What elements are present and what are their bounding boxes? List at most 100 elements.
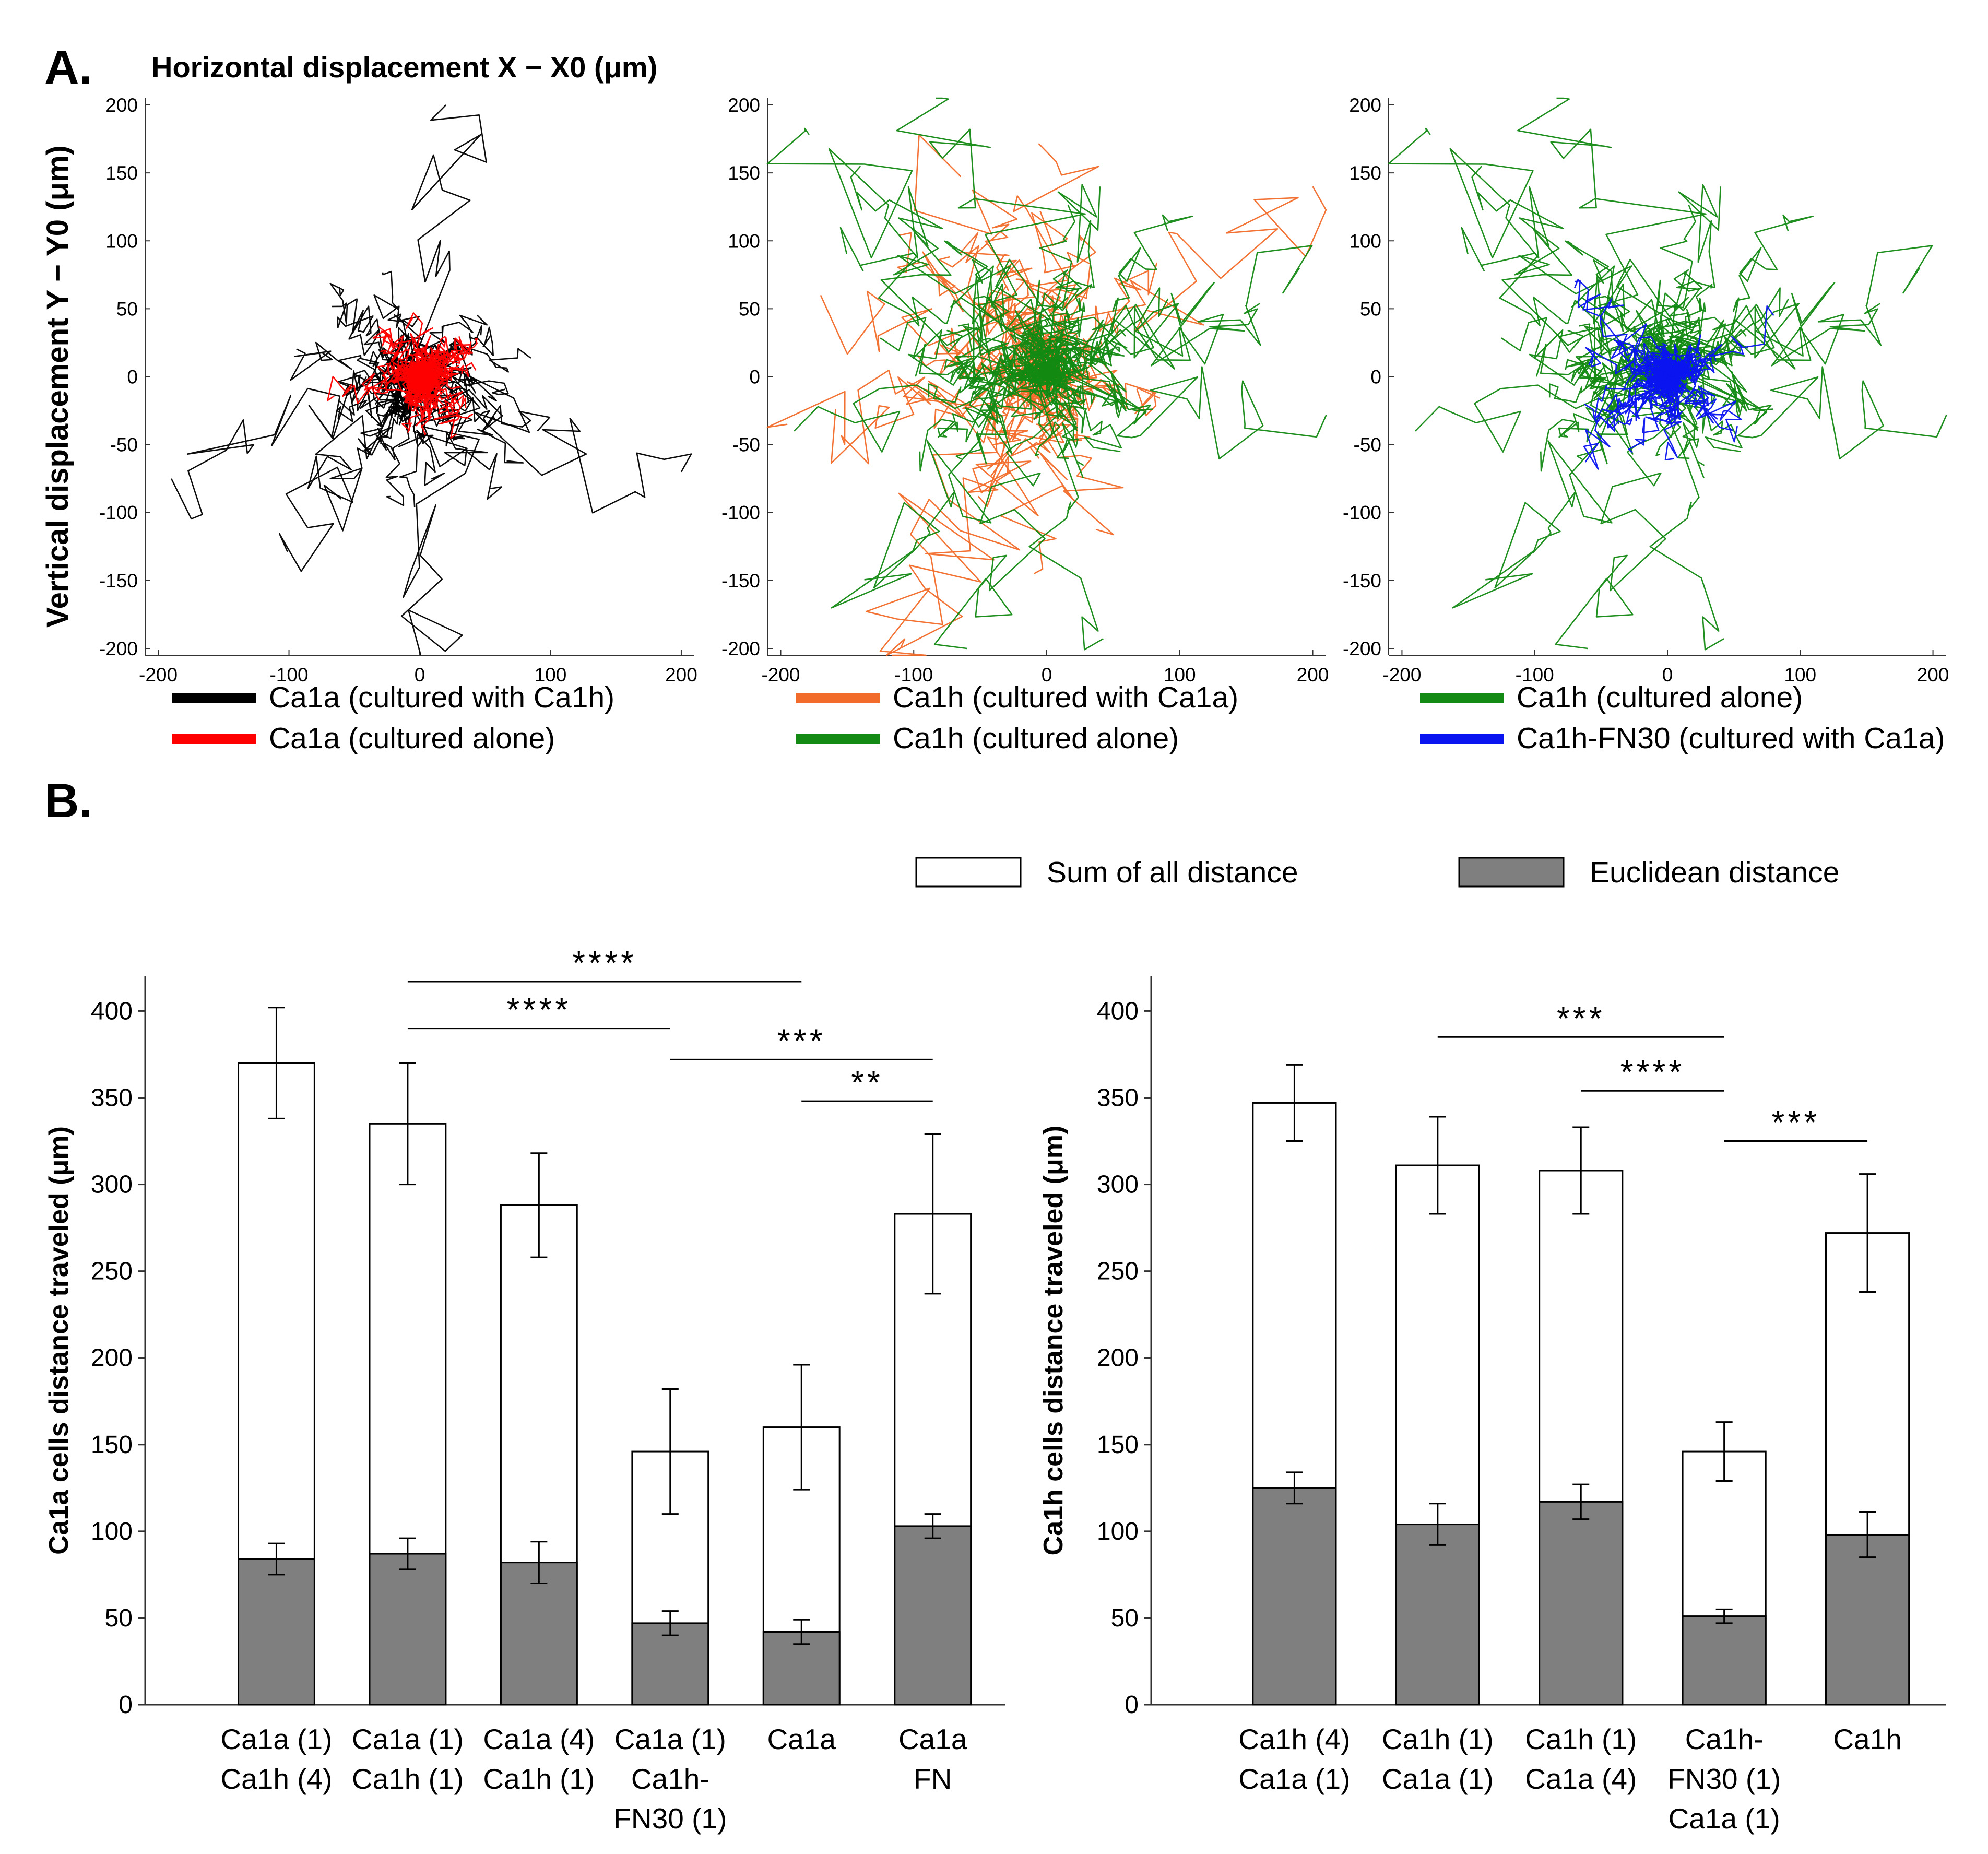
- category-label: Ca1h (4): [220, 1763, 332, 1795]
- category-label: Ca1h: [1833, 1723, 1901, 1755]
- bar-euclidean-distance: [369, 1553, 447, 1706]
- bar-chart-ca1h: 0 50 100 150 200 250 300 350 400 Ca1h cells dista…: [1038, 976, 1946, 1835]
- bar-euclidean-distance: [238, 1558, 315, 1706]
- category-label: Ca1h (1): [352, 1763, 464, 1795]
- y-tick-label: 0: [119, 1691, 133, 1719]
- category-label: Ca1a (1): [220, 1723, 332, 1755]
- x-tick-label: -200: [761, 664, 800, 686]
- x-tick-label: 0: [1662, 664, 1673, 686]
- significance-stars: ***: [777, 1022, 826, 1059]
- bar-euclidean-distance: [1539, 1501, 1624, 1706]
- y-tick-label: 50: [1360, 298, 1381, 320]
- x-tick-label: -100: [1516, 664, 1554, 686]
- legend-label-sum: Sum of all distance: [1047, 856, 1298, 889]
- trajectory: [417, 371, 461, 392]
- category-label: Ca1a (1): [614, 1723, 726, 1755]
- bar-euclidean-distance: [894, 1525, 972, 1706]
- y-tick-label: 0: [1125, 1691, 1139, 1719]
- category-label: Ca1h-: [1685, 1723, 1764, 1755]
- trajectory: [919, 375, 1049, 472]
- trajectory: [896, 97, 1086, 386]
- legend-label: Ca1h (cultured alone): [1517, 681, 1803, 714]
- x-tick-label: -100: [894, 664, 933, 686]
- trajectory: [1667, 305, 1774, 386]
- x-tick-label: 0: [415, 664, 425, 686]
- trajectory: [1666, 353, 1717, 384]
- trajectory: [850, 166, 1047, 379]
- y-tick-label: 100: [91, 1518, 133, 1545]
- y-tick-label: 0: [1370, 367, 1381, 388]
- trajectory: [398, 342, 480, 656]
- trajectory: [1665, 376, 1699, 459]
- scatter-y-axis-label: Vertical displacement Y − Y0 (μm): [41, 145, 75, 628]
- trajectory: [1044, 376, 1078, 459]
- y-tick-label: -200: [1343, 638, 1381, 659]
- bar-euclidean-distance: [631, 1622, 709, 1706]
- y-tick-label: 50: [1111, 1604, 1139, 1632]
- y-tick-label: -100: [99, 502, 138, 524]
- panel-b-label: B.: [44, 774, 92, 828]
- category-label: FN30 (1): [1667, 1763, 1781, 1795]
- trajectory: [955, 376, 1058, 465]
- y-tick-label: 300: [1097, 1171, 1139, 1199]
- legend-label: Ca1h-FN30 (cultured with Ca1a): [1517, 722, 1945, 755]
- x-tick-label: 200: [1297, 664, 1329, 686]
- trajectory: [1641, 372, 1668, 388]
- trajectory: [794, 345, 1048, 453]
- y-tick-label: 200: [105, 95, 138, 116]
- category-label: Ca1a: [767, 1723, 836, 1755]
- trajectory: [1021, 323, 1048, 377]
- y-tick-label: 350: [91, 1084, 133, 1112]
- y-tick-label: -200: [721, 638, 760, 659]
- y-tick-label: 200: [1349, 95, 1381, 116]
- bar-chart-ca1a: 0 50 100 150 200 250 300 350 400 Ca1a cells dista…: [44, 944, 1005, 1835]
- y-tick-label: 100: [1349, 230, 1381, 252]
- trajectory: [400, 368, 428, 392]
- category-label: Ca1h (1): [1382, 1723, 1494, 1755]
- legend-label: Ca1h (cultured with Ca1a): [893, 681, 1238, 714]
- category-label: Ca1a (4): [1525, 1763, 1637, 1795]
- bar-euclidean-distance: [1252, 1487, 1337, 1706]
- y-tick-label: -150: [721, 570, 760, 592]
- significance-stars: ***: [1772, 1104, 1820, 1141]
- category-label: Ca1a (1): [1382, 1763, 1494, 1795]
- x-tick-label: 200: [665, 664, 697, 686]
- y-tick-label: -100: [1343, 502, 1381, 524]
- y-tick-label: -50: [1354, 434, 1381, 456]
- trajectory: [866, 376, 1064, 656]
- y-tick-label: 50: [116, 298, 138, 320]
- trajectory: [408, 372, 429, 395]
- trajectory: [1573, 279, 1668, 377]
- y-tick-label: -50: [110, 434, 138, 456]
- trajectory: [1645, 372, 1680, 423]
- y-tick-label: 250: [91, 1258, 133, 1285]
- y-tick-label: 100: [728, 230, 760, 252]
- y-tick-label: 250: [1097, 1258, 1139, 1285]
- series-1-tracks: [1573, 279, 1774, 470]
- y-tick-label: 150: [1097, 1431, 1139, 1459]
- category-label: FN30 (1): [613, 1802, 727, 1835]
- scatter-title: Horizontal displacement X − X0 (μm): [151, 51, 657, 84]
- x-tick-label: 100: [1164, 664, 1196, 686]
- trajectory: [766, 127, 1055, 385]
- trajectory: [1034, 245, 1313, 405]
- trajectory: [1517, 97, 1707, 386]
- legend-swatch-sum: [915, 857, 1022, 888]
- x-tick-label: -200: [139, 664, 178, 686]
- significance-stars: **: [851, 1064, 883, 1101]
- trajectory: [915, 343, 1051, 392]
- legend-label: Ca1a (cultured with Ca1h): [269, 681, 614, 714]
- x-tick-label: -200: [1382, 664, 1421, 686]
- y-tick-label: 200: [91, 1344, 133, 1372]
- trajectory: [419, 372, 474, 419]
- significance-stars: ****: [507, 991, 572, 1029]
- y-tick-label: 50: [105, 1604, 133, 1632]
- y-tick-label: 150: [728, 162, 760, 184]
- trajectory: [766, 338, 1048, 465]
- significance-stars: ***: [1557, 999, 1605, 1037]
- bar-legend: Sum of all distance Euclidean distance: [915, 856, 1840, 889]
- significance-stars: ****: [572, 944, 637, 982]
- y-tick-label: 300: [91, 1171, 133, 1199]
- bar-y-axis-label: Ca1a cells distance traveled (μm): [44, 1126, 74, 1555]
- y-tick-label: 100: [105, 230, 138, 252]
